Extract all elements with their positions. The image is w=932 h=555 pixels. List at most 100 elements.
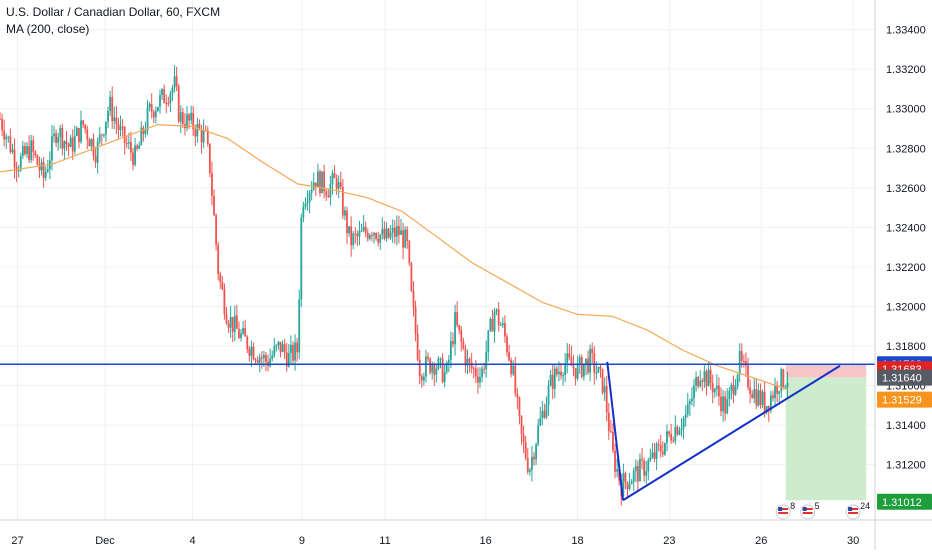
candle-body xyxy=(408,241,411,264)
candle-body xyxy=(427,356,429,359)
candle-body xyxy=(609,431,612,433)
candle-body xyxy=(186,114,188,129)
time-tick-label: 11 xyxy=(379,535,390,547)
candle-body xyxy=(242,328,245,334)
candle-body xyxy=(686,404,689,415)
candle-body xyxy=(356,233,359,237)
candle-body xyxy=(250,346,253,356)
candle-body xyxy=(576,363,579,379)
candle-body xyxy=(701,380,704,382)
candle-body xyxy=(651,452,654,458)
candle-body xyxy=(140,127,143,146)
candle-body xyxy=(765,405,768,413)
candle-body xyxy=(364,226,367,233)
candle-body xyxy=(235,315,238,329)
candle-body xyxy=(94,155,97,163)
candle-body xyxy=(321,171,323,194)
candle-body xyxy=(80,120,82,143)
candle-body xyxy=(769,395,772,411)
price-label-text: 1.31012 xyxy=(882,497,922,509)
candle-body xyxy=(485,351,488,370)
candle-body xyxy=(354,233,357,235)
candle-body xyxy=(443,372,446,383)
candle-body xyxy=(360,230,363,232)
candle-body xyxy=(55,133,58,143)
candle-body xyxy=(75,128,78,136)
candle-body xyxy=(582,364,585,377)
candle-body xyxy=(726,399,729,414)
candle-body xyxy=(202,130,205,143)
candle-body xyxy=(784,386,787,388)
candle-body xyxy=(198,123,201,130)
time-tick-label: 16 xyxy=(480,535,492,547)
candle-body xyxy=(585,358,587,365)
candle-body xyxy=(381,228,384,235)
candle-body xyxy=(464,348,467,366)
candle-body xyxy=(335,178,338,189)
candle-body xyxy=(302,206,305,218)
candle-body xyxy=(88,139,91,147)
candle-body xyxy=(630,481,633,485)
candle-body xyxy=(111,97,114,122)
candle-body xyxy=(339,182,342,187)
candle-body xyxy=(393,227,396,237)
flag-stripe xyxy=(778,512,789,514)
candle-body xyxy=(676,426,679,435)
candle-body xyxy=(3,130,6,140)
candle-body xyxy=(371,235,373,237)
candle-body xyxy=(668,431,670,435)
candle-body xyxy=(643,460,646,476)
candle-body xyxy=(223,289,226,315)
symbol-title: U.S. Dollar / Canadian Dollar, 60, FXCM xyxy=(6,5,221,19)
time-tick-label: 23 xyxy=(663,535,675,547)
candle-body xyxy=(474,368,477,377)
candle-body xyxy=(200,129,203,143)
event-count: 8 xyxy=(790,501,795,511)
candle-body xyxy=(699,380,702,387)
candle-body xyxy=(78,128,80,143)
candle-body xyxy=(591,348,594,354)
price-label-tag: 1.31529 xyxy=(877,391,932,408)
candle-body xyxy=(90,139,93,147)
candle-body xyxy=(327,195,330,198)
candle-body xyxy=(568,353,571,358)
candle-body xyxy=(231,317,234,333)
candle-body xyxy=(181,112,184,125)
candle-body xyxy=(661,451,664,455)
candle-body xyxy=(555,368,558,375)
candle-body xyxy=(659,444,662,452)
flag-stripe xyxy=(778,508,789,510)
candle-body xyxy=(535,444,537,460)
candle-body xyxy=(194,129,197,137)
trend-line xyxy=(622,364,841,502)
ma-indicator-label: MA (200, close) xyxy=(6,22,90,36)
candle-body xyxy=(603,386,606,393)
candle-body xyxy=(452,341,454,345)
candle-body xyxy=(188,114,190,121)
price-label-tag: 1.31012 xyxy=(877,493,932,510)
candle-body xyxy=(206,130,209,144)
event-badge[interactable]: 5 xyxy=(800,501,820,520)
candle-body xyxy=(32,140,35,152)
candle-body xyxy=(383,228,386,239)
candle-body xyxy=(499,325,502,327)
candle-body xyxy=(472,368,475,370)
candle-body xyxy=(121,126,124,128)
candle-body xyxy=(279,341,282,352)
candle-body xyxy=(506,336,508,353)
candle-body xyxy=(208,143,211,174)
event-badge[interactable]: 24 xyxy=(845,501,870,520)
candle-body xyxy=(400,230,402,235)
candle-body xyxy=(639,458,641,482)
candle-body xyxy=(192,112,195,130)
candle-body xyxy=(17,170,20,172)
event-badge[interactable]: 8 xyxy=(775,501,795,520)
candle-body xyxy=(221,281,224,290)
candle-body xyxy=(142,127,145,134)
candle-body xyxy=(649,457,652,461)
candle-body xyxy=(73,135,76,152)
candle-body xyxy=(601,368,604,393)
candle-body xyxy=(759,390,762,405)
